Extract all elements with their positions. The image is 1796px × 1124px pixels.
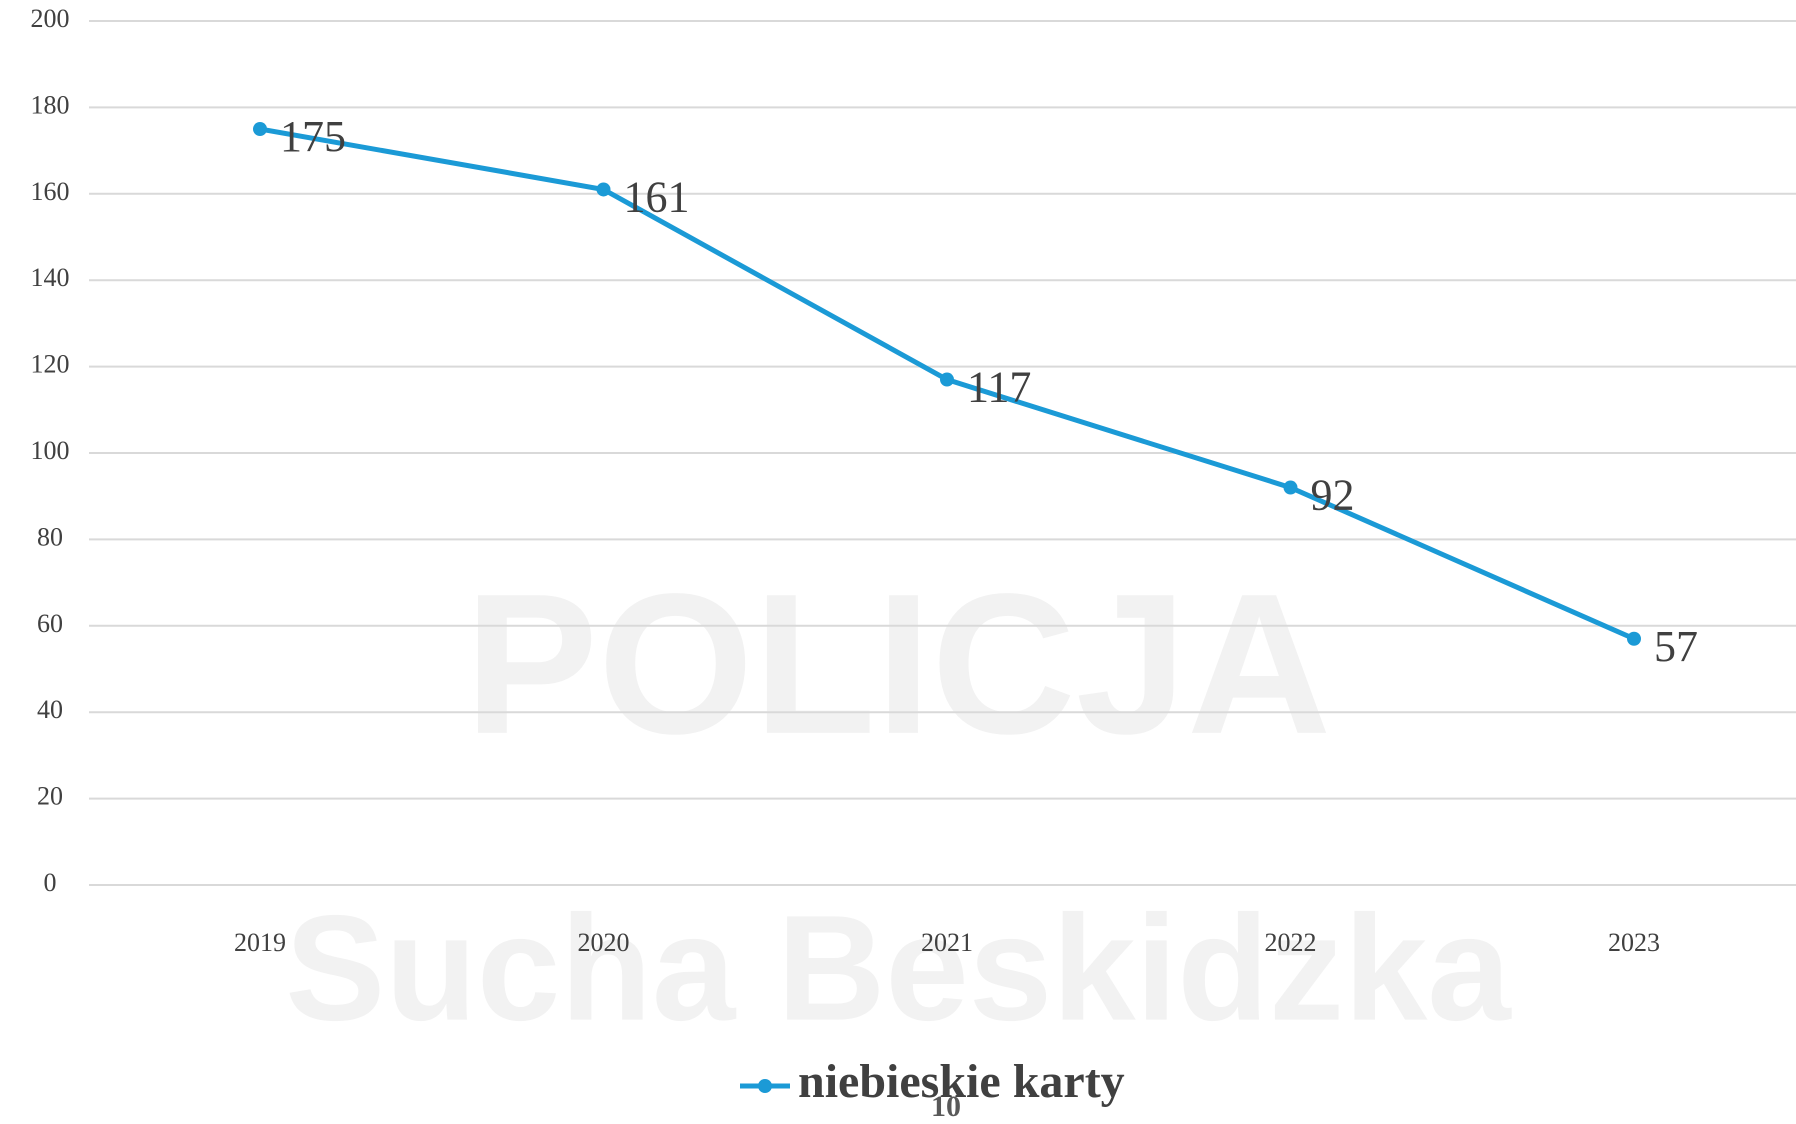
x-tick-label: 2022 [1265,928,1317,957]
data-label: 175 [280,112,346,161]
data-label: 161 [624,173,690,222]
data-point [596,182,611,197]
page-number: 10 [931,1090,961,1123]
y-tick-label: 80 [37,522,63,551]
data-point [940,372,954,387]
y-tick-label: 140 [31,263,70,292]
watermark: POLICJA [465,553,1332,776]
x-tick-label: 2021 [921,928,973,957]
y-tick-label: 160 [31,177,70,206]
y-tick-label: 180 [31,90,70,119]
y-tick-label: 100 [31,436,70,465]
y-tick-label: 120 [31,350,70,379]
y-tick-label: 20 [37,782,63,811]
data-point [253,122,267,136]
data-label: 117 [967,363,1031,412]
y-tick-label: 60 [37,609,63,638]
data-point [1283,480,1298,495]
data-label: 92 [1311,471,1355,520]
data-label: 57 [1654,622,1698,671]
x-tick-label: 2023 [1608,928,1660,957]
legend-label: niebieskie karty [798,1055,1125,1108]
legend-marker [758,1079,772,1093]
data-point [1627,631,1641,646]
watermark: Sucha Beskidzka [285,884,1512,1052]
x-tick-label: 2019 [234,928,286,957]
x-tick-label: 2020 [578,928,630,957]
y-tick-label: 0 [44,868,57,897]
y-tick-label: 40 [37,695,63,724]
y-tick-label: 200 [31,4,70,33]
